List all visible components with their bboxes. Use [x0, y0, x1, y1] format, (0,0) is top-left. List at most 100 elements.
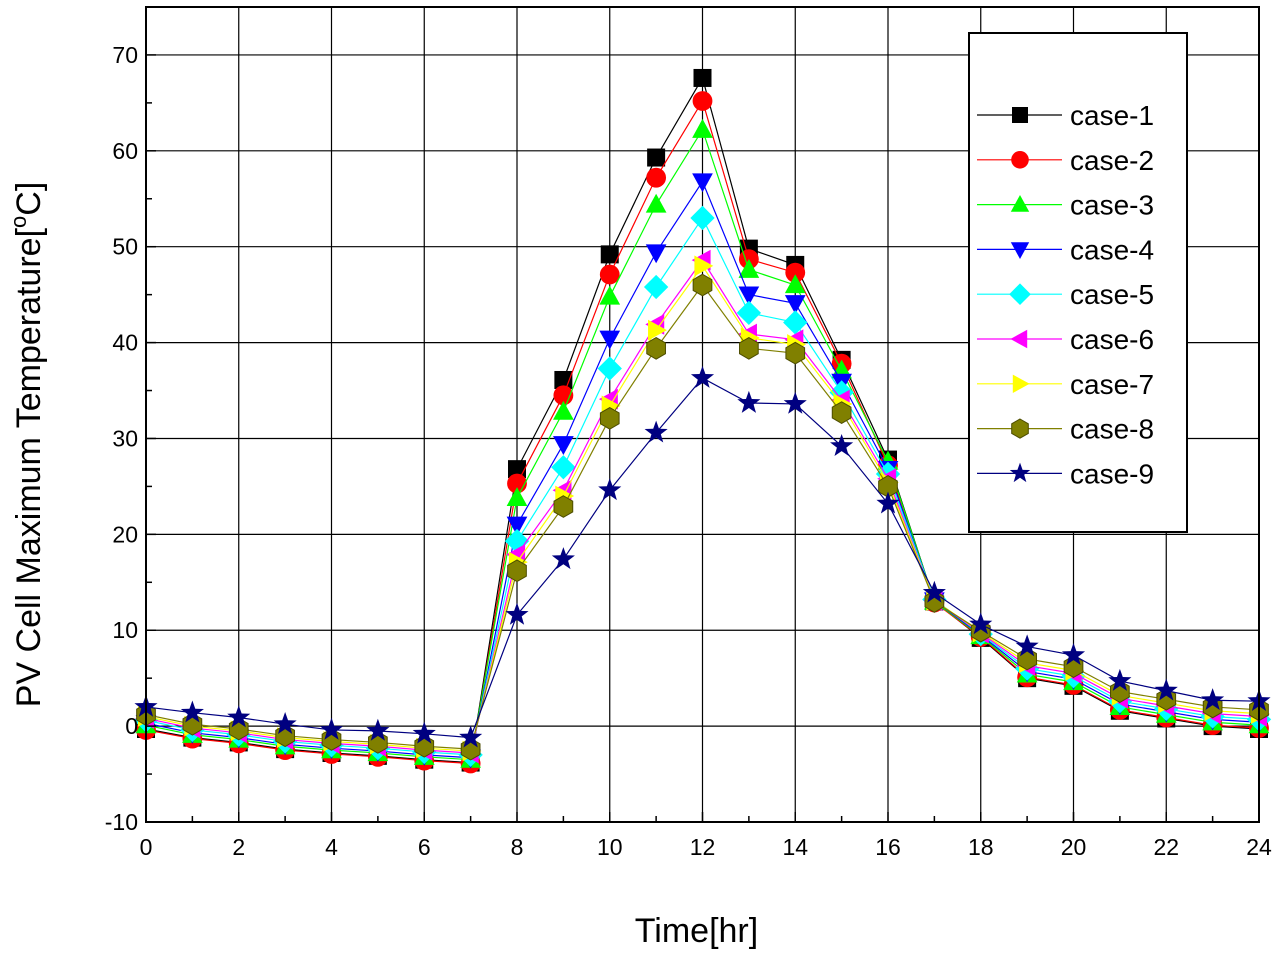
case-9-point	[366, 718, 390, 741]
case-4-point	[738, 286, 760, 306]
case-3-point	[738, 258, 760, 278]
case-8-point	[553, 495, 574, 518]
case-2-point	[785, 262, 806, 283]
case-9-point	[1154, 678, 1178, 701]
series-case-9	[134, 365, 1271, 748]
case-9-point	[551, 547, 575, 570]
x-tick-label: 20	[1061, 834, 1087, 860]
case-3-point	[692, 118, 713, 138]
x-tick-label: 24	[1246, 834, 1272, 860]
legend-marker	[1010, 242, 1030, 259]
case-9-point	[1061, 643, 1086, 665]
case-9-point	[1108, 668, 1132, 691]
y-tick-label: 60	[112, 138, 138, 164]
case-4-point	[599, 330, 621, 350]
x-tick-label: 14	[782, 834, 808, 860]
case-5-point	[551, 455, 576, 480]
case-9-point	[319, 717, 344, 740]
legend-label: case-1	[1070, 100, 1154, 131]
case-9-point	[227, 705, 251, 728]
x-tick-label: 12	[690, 834, 716, 860]
legend-marker	[1011, 151, 1029, 169]
case-9-point	[505, 602, 529, 625]
case-8-point	[831, 401, 852, 424]
y-tick-label: 50	[112, 234, 138, 260]
case-9-point	[644, 420, 668, 443]
x-tick-label: 16	[875, 834, 901, 860]
case-8-point	[507, 559, 527, 583]
legend-label: case-3	[1070, 190, 1154, 221]
case-2-point	[692, 91, 713, 111]
x-tick-label: 18	[968, 834, 994, 860]
case-2-point	[646, 167, 667, 188]
case-5-point	[597, 356, 622, 381]
case-1-point	[508, 460, 526, 479]
case-9-point	[876, 491, 900, 514]
y-tick-label: 30	[112, 425, 138, 451]
y-tick-label: 40	[112, 330, 138, 356]
case-8-point	[739, 336, 759, 360]
y-tick-label: 10	[112, 617, 138, 643]
legend-label: case-6	[1070, 324, 1154, 355]
y-axis-title-unit: C]	[10, 182, 48, 216]
y-axis-title-degree: o	[6, 216, 31, 228]
case-4-point	[506, 516, 528, 536]
case-3-point	[645, 193, 667, 213]
x-tick-label: 8	[511, 834, 524, 860]
legend-marker	[1009, 462, 1031, 483]
case-3-point	[506, 487, 528, 507]
case-9-point	[690, 365, 715, 388]
case-9-point	[459, 725, 483, 748]
y-tick-label: 70	[112, 42, 138, 68]
case-9-point	[969, 612, 993, 635]
legend-marker	[1012, 374, 1030, 393]
x-tick-label: 2	[232, 834, 245, 860]
case-9-point	[830, 433, 854, 456]
legend-marker	[1011, 418, 1029, 439]
legend-marker	[1012, 107, 1028, 123]
case-9-point	[1201, 688, 1225, 711]
legend-marker	[1010, 195, 1030, 212]
case-1-point	[600, 245, 619, 264]
y-axis-title-main: PV Cell Maximum Temperature[	[10, 227, 48, 707]
x-axis-title: Time[hr]	[635, 912, 758, 950]
legend-label: case-8	[1070, 414, 1154, 445]
case-7-point	[648, 319, 667, 341]
case-3-point	[553, 400, 574, 420]
case-9-point	[180, 700, 204, 723]
x-tick-label: 0	[140, 834, 153, 860]
legend-label: case-9	[1070, 458, 1154, 489]
case-5-point	[783, 310, 808, 335]
case-1-point	[647, 148, 666, 167]
case-4-point	[784, 295, 806, 315]
y-tick-label: 20	[112, 521, 138, 547]
case-9-point	[783, 391, 807, 414]
case-3-point	[599, 285, 621, 305]
legend: case-1 case-2 case-3 case-4 case-5 case-6 case…	[968, 32, 1188, 533]
case-9-point	[598, 478, 622, 501]
case-8-point	[599, 406, 620, 430]
case-3-point	[784, 274, 806, 294]
case-7-point	[694, 255, 714, 277]
case-5-point	[643, 274, 669, 300]
x-tick-label: 4	[325, 834, 338, 860]
y-tick-label: -10	[105, 809, 138, 835]
case-9-point	[412, 721, 436, 744]
case-9-point	[1015, 634, 1039, 657]
legend-label: case-2	[1070, 145, 1154, 176]
case-9-point	[737, 390, 761, 413]
y-tick-label: 0	[125, 713, 138, 739]
legend-marker	[1009, 283, 1031, 305]
legend-label: case-5	[1070, 279, 1154, 310]
case-9-point	[922, 580, 946, 603]
case-8-point	[785, 341, 806, 365]
x-tick-label: 10	[597, 834, 623, 860]
series-lines	[133, 68, 1272, 774]
legend-label: case-4	[1070, 234, 1154, 265]
case-4-point	[692, 173, 713, 193]
case-2-point	[599, 264, 620, 285]
case-5-point	[690, 205, 715, 231]
case-8-point	[692, 273, 713, 297]
